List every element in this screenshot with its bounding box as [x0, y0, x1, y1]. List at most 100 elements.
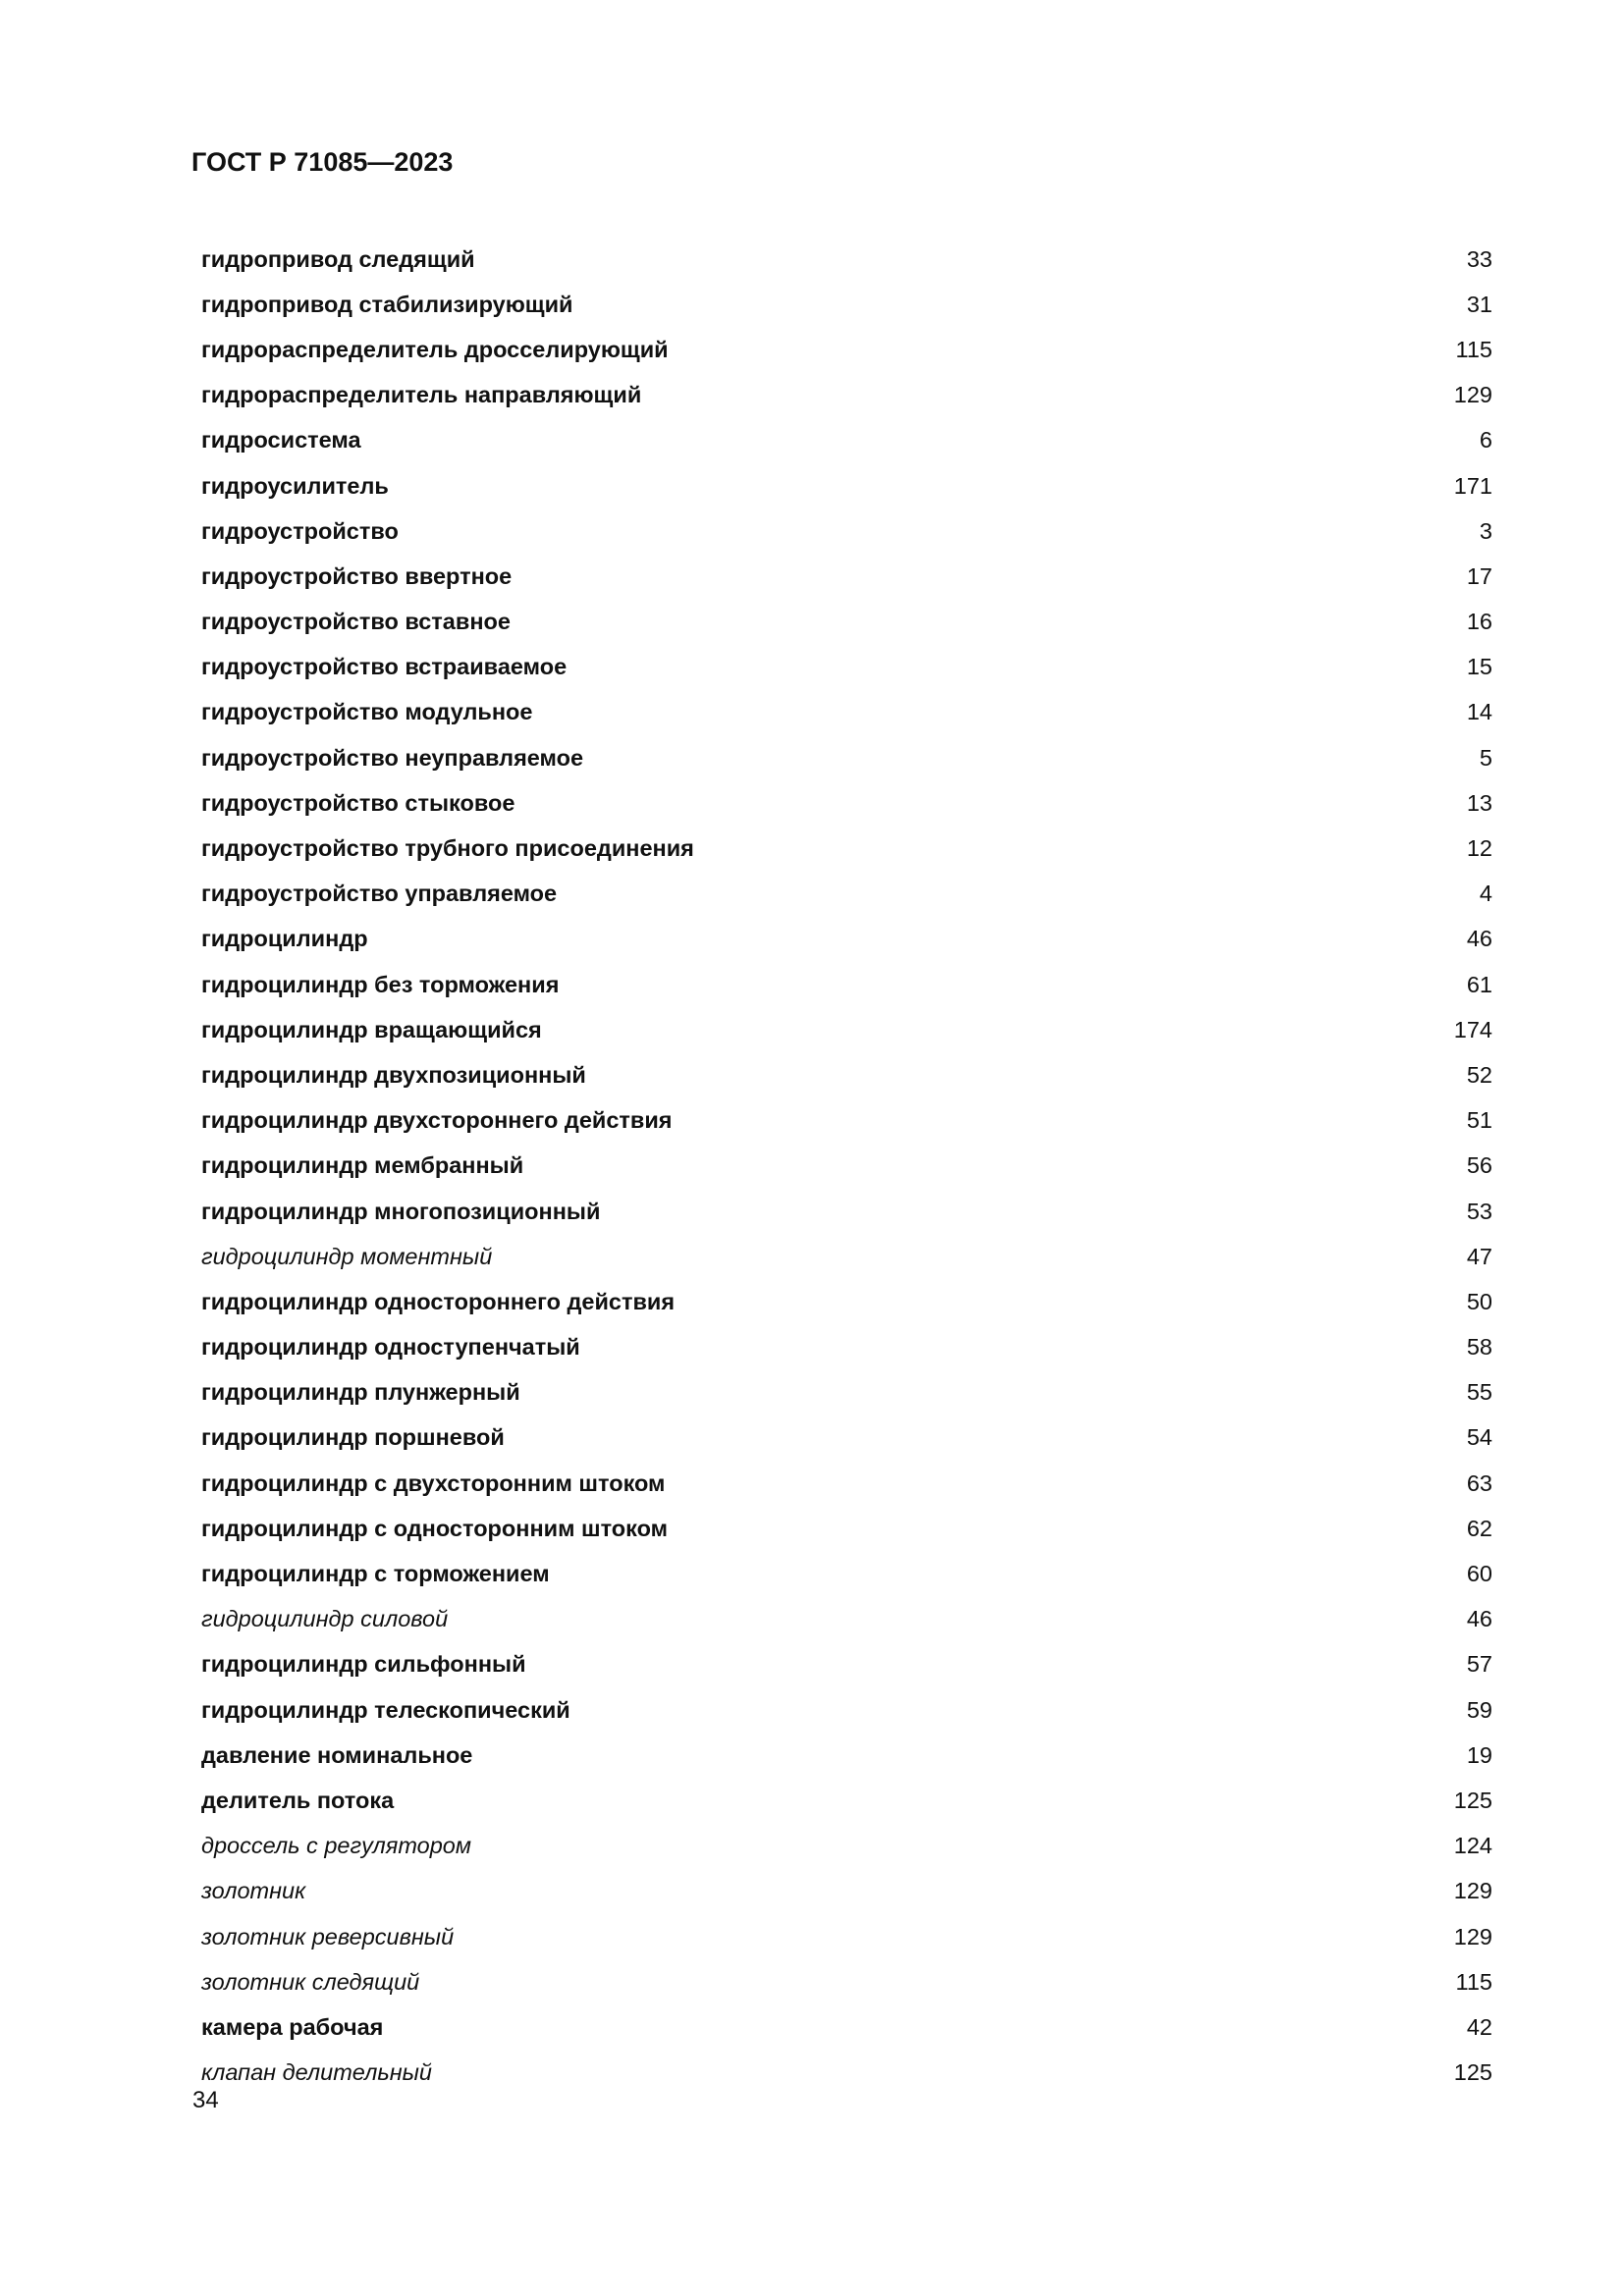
index-page-ref: 31 — [1466, 291, 1492, 317]
index-entry: гидроустройство вставное 16 — [201, 600, 1492, 645]
index-term: гидроустройство управляемое — [201, 881, 558, 907]
index-entry: гидроцилиндр мембранный 56 — [201, 1144, 1492, 1189]
index-term: гидрораспределитель дросселирующий — [201, 336, 669, 362]
index-term: гидроустройство — [201, 517, 399, 544]
index-term: гидроустройство встраиваемое — [201, 654, 568, 680]
index-term: гидросистема — [201, 427, 361, 454]
index-page-ref: 19 — [1466, 1741, 1492, 1768]
index-entry: гидроустройство ввертное 17 — [201, 554, 1492, 599]
index-entry: гидроцилиндр одностороннего действия 50 — [201, 1279, 1492, 1324]
index-page-ref: 61 — [1466, 971, 1492, 997]
index-entry: гидроцилиндр двухстороннего действия 51 — [201, 1098, 1492, 1144]
index-entry: гидропривод следящий 33 — [201, 237, 1492, 282]
index-term: гидроцилиндр двухпозиционный — [201, 1061, 586, 1088]
index-term: гидроцилиндр одностороннего действия — [201, 1288, 676, 1314]
index-entry: гидропривод стабилизирующий 31 — [201, 282, 1492, 327]
index-entry: гидроустройство неуправляемое 5 — [201, 735, 1492, 780]
index-page-ref: 5 — [1479, 744, 1492, 771]
index-entry: камера рабочая 42 — [201, 2004, 1492, 2050]
index-entry: гидроцилиндр одноступенчатый 58 — [201, 1325, 1492, 1370]
index-term: гидроустройство вставное — [201, 609, 511, 635]
index-entry: гидроусилитель 171 — [201, 463, 1492, 508]
index-page-ref: 129 — [1453, 382, 1492, 408]
index-page-ref: 174 — [1453, 1016, 1492, 1042]
index-page-ref: 129 — [1453, 1923, 1492, 1949]
index-term: гидроцилиндр мембранный — [201, 1152, 524, 1179]
index-entry: дроссель с регулятором 124 — [201, 1824, 1492, 1869]
index-page-ref: 63 — [1466, 1469, 1492, 1496]
index-entry: клапан делительный 125 — [201, 2051, 1492, 2096]
index-term: гидроцилиндр без торможения — [201, 971, 560, 997]
index-page-ref: 62 — [1466, 1515, 1492, 1541]
index-entry: золотник реверсивный 129 — [201, 1914, 1492, 1959]
index-term: гидроцилиндр поршневой — [201, 1424, 505, 1451]
index-term: гидроустройство ввертное — [201, 562, 513, 589]
index-term: гидроустройство неуправляемое — [201, 744, 584, 771]
index-entry: гидроцилиндр поршневой 54 — [201, 1415, 1492, 1461]
index-term: гидроцилиндр одноступенчатый — [201, 1334, 580, 1361]
index-page-ref: 58 — [1466, 1334, 1492, 1361]
index-page-ref: 17 — [1466, 562, 1492, 589]
index-page-ref: 124 — [1453, 1833, 1492, 1859]
index-entry: золотник следящий 115 — [201, 1959, 1492, 2004]
index-entry: гидроустройство трубного присоединения 12 — [201, 826, 1492, 871]
index-entry: гидроцилиндр силовой 46 — [201, 1597, 1492, 1642]
index-page-ref: 12 — [1466, 835, 1492, 862]
index-term: гидроустройство трубного присоединения — [201, 835, 694, 862]
index-entry: давление номинальное 19 — [201, 1733, 1492, 1778]
index-page-ref: 57 — [1466, 1651, 1492, 1678]
index-entry: гидроустройство модульное 14 — [201, 690, 1492, 735]
index-page-ref: 54 — [1466, 1424, 1492, 1451]
index-page-ref: 55 — [1466, 1379, 1492, 1406]
index-entry: гидроцилиндр без торможения 61 — [201, 962, 1492, 1007]
index-term: гидроцилиндр моментный — [201, 1243, 493, 1269]
document-header: ГОСТ Р 71085—2023 — [191, 147, 454, 177]
index-entry: гидросистема 6 — [201, 418, 1492, 463]
index-term: гидроцилиндр с двухсторонним штоком — [201, 1469, 666, 1496]
index-term: гидроцилиндр двухстороннего действия — [201, 1107, 673, 1134]
index-term: гидроустройство стыковое — [201, 789, 515, 816]
index-term: золотник — [201, 1878, 306, 1904]
index-page-ref: 125 — [1453, 1787, 1492, 1813]
index-term: гидроцилиндр силовой — [201, 1606, 449, 1632]
index-page-ref: 14 — [1466, 699, 1492, 725]
index-page-ref: 15 — [1466, 654, 1492, 680]
index-entry: гидроустройство стыковое 13 — [201, 780, 1492, 826]
index-term: гидроцилиндр телескопический — [201, 1696, 570, 1723]
index-term: гидрораспределитель направляющий — [201, 382, 642, 408]
index-term: гидроустройство модульное — [201, 699, 533, 725]
index-entry: гидроустройство 3 — [201, 508, 1492, 554]
index-entry: гидрораспределитель направляющий 129 — [201, 373, 1492, 418]
index-page-ref: 115 — [1455, 336, 1492, 362]
index-page-ref: 171 — [1453, 472, 1492, 499]
index-term: гидроцилиндр — [201, 926, 368, 952]
index-term: гидроусилитель — [201, 472, 389, 499]
index-entry: гидроцилиндр плунжерный 55 — [201, 1370, 1492, 1415]
index-entry: гидроцилиндр двухпозиционный 52 — [201, 1052, 1492, 1097]
index-term: гидроцилиндр многопозиционный — [201, 1198, 601, 1224]
index-term: гидроцилиндр вращающийся — [201, 1016, 542, 1042]
index-page-ref: 59 — [1466, 1696, 1492, 1723]
index-page-ref: 125 — [1453, 2059, 1492, 2086]
index-page-ref: 56 — [1466, 1152, 1492, 1179]
index-page-ref: 4 — [1479, 881, 1492, 907]
index-term: дроссель с регулятором — [201, 1833, 471, 1859]
index-page-ref: 46 — [1466, 1606, 1492, 1632]
index-entry: золотник 129 — [201, 1869, 1492, 1914]
index-page-ref: 6 — [1479, 427, 1492, 454]
index-term: делитель потока — [201, 1787, 395, 1813]
index-term: гидроцилиндр сильфонный — [201, 1651, 526, 1678]
index-page-ref: 42 — [1466, 2013, 1492, 2040]
index-entry: гидроцилиндр сильфонный 57 — [201, 1642, 1492, 1687]
index-entry: гидроцилиндр моментный 47 — [201, 1234, 1492, 1279]
index-entry: гидроцилиндр с торможением 60 — [201, 1551, 1492, 1596]
index-page-ref: 3 — [1479, 517, 1492, 544]
index-page-ref: 50 — [1466, 1288, 1492, 1314]
index-entry: гидроцилиндр 46 — [201, 917, 1492, 962]
index-entry: делитель потока 125 — [201, 1778, 1492, 1823]
index-page-ref: 53 — [1466, 1198, 1492, 1224]
index-entry: гидроцилиндр вращающийся 174 — [201, 1007, 1492, 1052]
index-term: золотник реверсивный — [201, 1923, 455, 1949]
index-term: клапан делительный — [201, 2059, 432, 2086]
index-page-ref: 52 — [1466, 1061, 1492, 1088]
